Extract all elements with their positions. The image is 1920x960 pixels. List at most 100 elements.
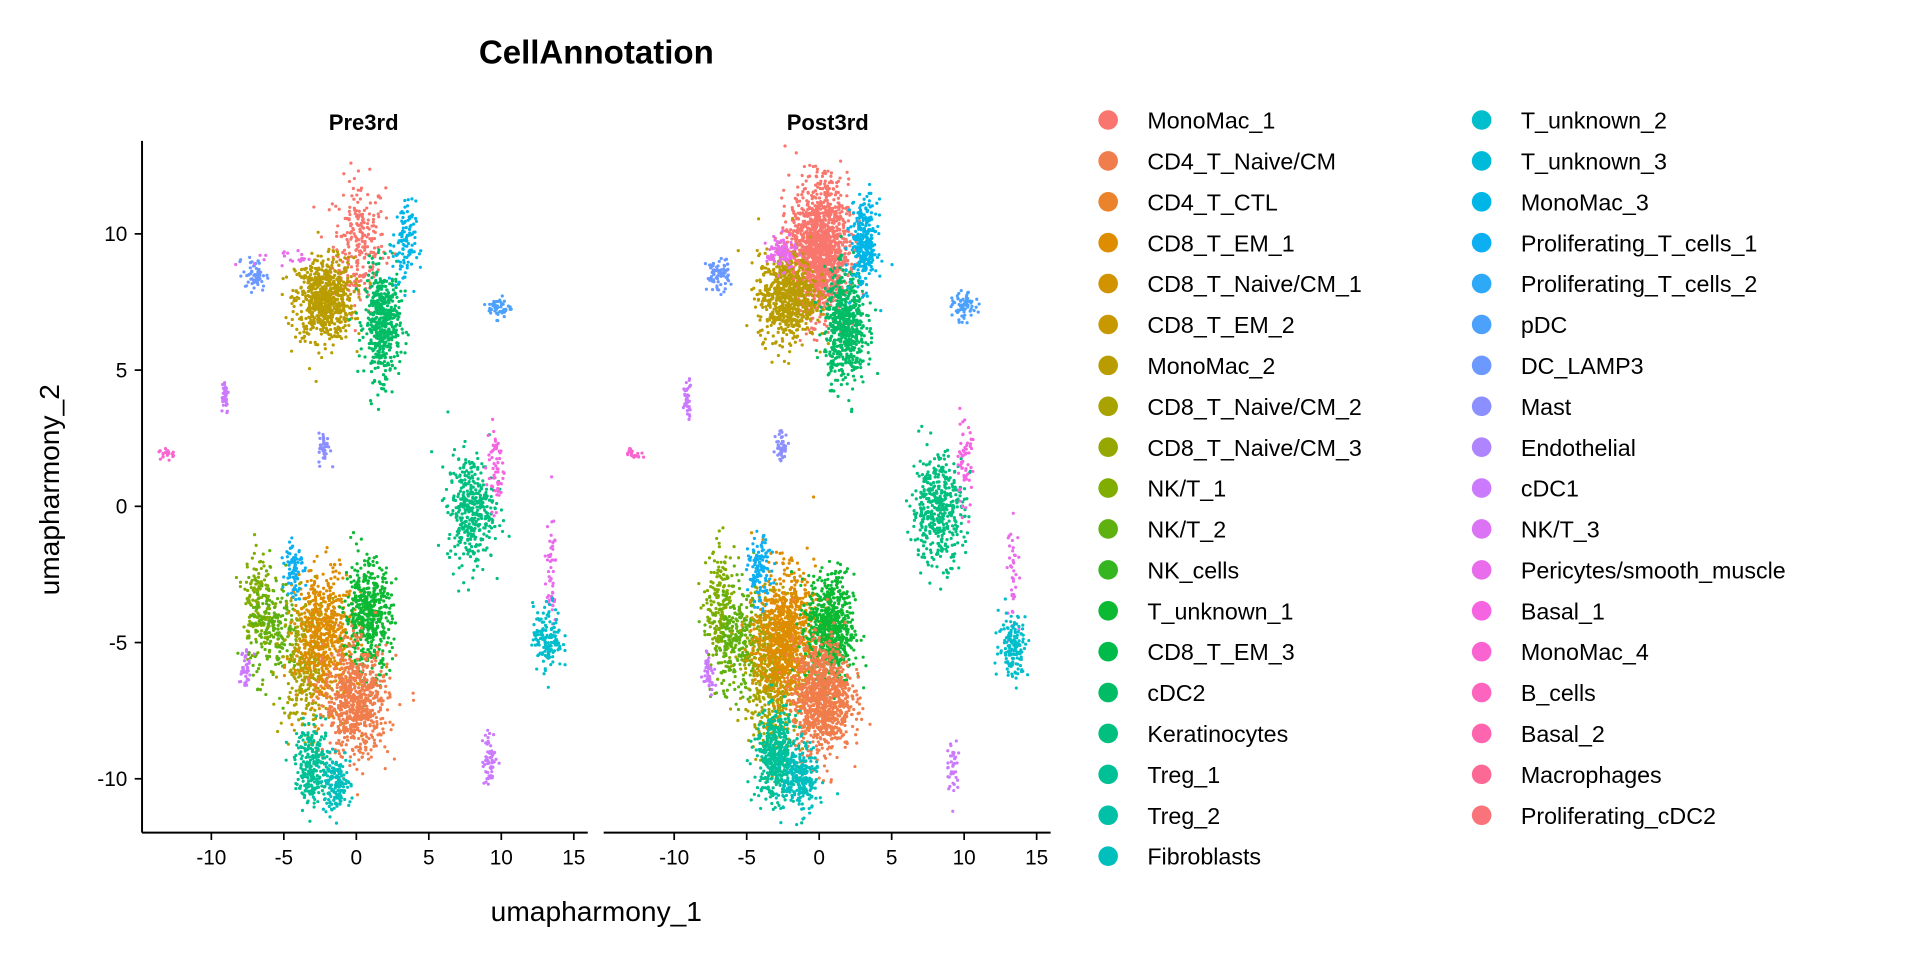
point [264, 569, 269, 573]
point [372, 701, 376, 705]
point [307, 648, 312, 652]
point [324, 270, 328, 274]
point [550, 475, 554, 479]
point [272, 605, 277, 610]
point [308, 612, 312, 616]
point [358, 227, 362, 231]
point [363, 590, 367, 594]
point [307, 609, 311, 613]
point [329, 660, 333, 664]
point [370, 328, 374, 332]
point [354, 248, 358, 252]
point [382, 589, 386, 594]
point [339, 678, 343, 682]
point [487, 453, 491, 457]
point [372, 563, 376, 567]
point [382, 318, 386, 322]
point [300, 252, 304, 257]
point [278, 600, 283, 604]
point [352, 256, 356, 260]
point [324, 650, 328, 654]
point [485, 504, 489, 509]
point [266, 584, 270, 588]
point [349, 275, 353, 279]
point [274, 579, 278, 583]
point [351, 186, 355, 191]
point [364, 745, 368, 750]
point [384, 603, 388, 607]
point [390, 316, 395, 320]
point [287, 660, 292, 664]
point [379, 244, 384, 248]
point [301, 292, 305, 297]
point [493, 536, 497, 541]
point [279, 721, 283, 725]
point [476, 484, 481, 488]
point [484, 755, 488, 759]
point [389, 359, 394, 363]
point [384, 665, 389, 669]
point [247, 636, 251, 640]
point [388, 676, 392, 680]
point [262, 615, 266, 619]
point [336, 649, 341, 654]
point [398, 267, 402, 271]
point [377, 262, 381, 266]
point [376, 650, 380, 654]
point [542, 672, 546, 676]
point [372, 378, 377, 383]
point [342, 306, 346, 310]
point [466, 533, 470, 538]
point [322, 592, 326, 596]
point [378, 307, 382, 311]
point [367, 556, 371, 560]
point [319, 313, 323, 317]
point [345, 287, 349, 291]
point [375, 560, 379, 565]
point [358, 745, 362, 749]
point [355, 562, 359, 566]
point [264, 692, 268, 697]
point [261, 593, 265, 597]
point [340, 755, 345, 759]
point [485, 546, 489, 550]
point [545, 655, 549, 659]
point [317, 431, 321, 435]
point [290, 655, 294, 659]
point [248, 272, 253, 276]
point [348, 657, 352, 661]
point [463, 478, 467, 482]
point [258, 614, 262, 618]
point [328, 712, 332, 716]
point [374, 307, 378, 311]
point [405, 244, 409, 248]
point [367, 736, 371, 741]
point [341, 193, 346, 197]
point [279, 634, 283, 638]
point [386, 291, 391, 295]
point [543, 623, 548, 627]
point [320, 604, 324, 608]
point [335, 234, 339, 238]
point [372, 325, 376, 329]
point [365, 290, 369, 294]
point [498, 524, 502, 528]
point [373, 726, 377, 730]
point [369, 748, 373, 752]
point [380, 585, 384, 589]
point [465, 489, 469, 493]
point [502, 315, 506, 319]
point [315, 640, 319, 644]
point [318, 613, 322, 618]
point [331, 605, 336, 609]
point [329, 700, 334, 704]
point [469, 527, 473, 531]
point [368, 563, 372, 567]
point [323, 347, 327, 351]
point [295, 312, 299, 316]
point [552, 519, 556, 523]
point [286, 251, 290, 255]
point [382, 296, 386, 300]
point [345, 720, 349, 725]
point [274, 662, 278, 666]
